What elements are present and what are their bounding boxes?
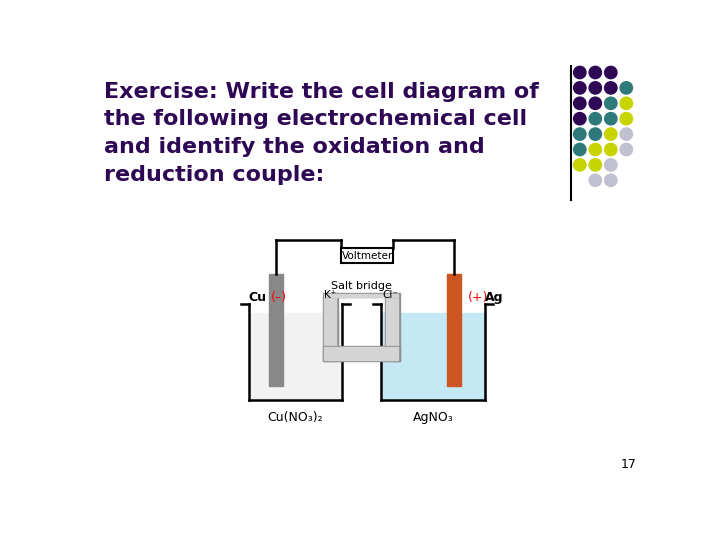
FancyBboxPatch shape: [341, 248, 393, 264]
Text: and identify the oxidation and: and identify the oxidation and: [104, 137, 485, 157]
Text: Voltmeter: Voltmeter: [341, 251, 392, 261]
Text: Cl⁻: Cl⁻: [382, 290, 398, 300]
Text: (+): (+): [467, 291, 488, 304]
Circle shape: [574, 97, 586, 110]
Text: 17: 17: [621, 458, 636, 471]
Circle shape: [605, 174, 617, 186]
Text: Exercise: Write the cell diagram of: Exercise: Write the cell diagram of: [104, 82, 539, 102]
Circle shape: [620, 82, 632, 94]
Bar: [323, 346, 400, 361]
Text: AgNO₃: AgNO₃: [413, 411, 454, 424]
Circle shape: [620, 128, 632, 140]
Circle shape: [605, 159, 617, 171]
Circle shape: [605, 66, 617, 79]
Bar: [324, 347, 398, 360]
Circle shape: [589, 112, 601, 125]
Circle shape: [605, 143, 617, 156]
Text: Cu(NO₃)₂: Cu(NO₃)₂: [268, 411, 323, 424]
Circle shape: [589, 174, 601, 186]
Text: the following electrochemical cell: the following electrochemical cell: [104, 110, 527, 130]
Circle shape: [605, 82, 617, 94]
Bar: [250, 313, 341, 399]
Circle shape: [574, 159, 586, 171]
Circle shape: [574, 143, 586, 156]
Circle shape: [574, 66, 586, 79]
Circle shape: [620, 143, 632, 156]
Circle shape: [589, 159, 601, 171]
Circle shape: [589, 66, 601, 79]
Circle shape: [589, 128, 601, 140]
Bar: [447, 274, 462, 386]
Text: Salt bridge: Salt bridge: [330, 281, 392, 291]
Bar: [324, 294, 398, 298]
Circle shape: [620, 112, 632, 125]
Circle shape: [620, 97, 632, 110]
Circle shape: [574, 112, 586, 125]
Text: reduction couple:: reduction couple:: [104, 165, 324, 185]
Text: Cu: Cu: [248, 291, 266, 304]
Bar: [323, 298, 338, 361]
Text: Ag: Ag: [485, 291, 503, 304]
Text: (–): (–): [271, 291, 287, 304]
Bar: [382, 313, 484, 399]
Bar: [386, 298, 398, 347]
Circle shape: [589, 82, 601, 94]
Circle shape: [574, 82, 586, 94]
Circle shape: [589, 143, 601, 156]
Circle shape: [574, 128, 586, 140]
Bar: [384, 298, 400, 361]
Circle shape: [605, 97, 617, 110]
Circle shape: [605, 112, 617, 125]
Bar: [269, 274, 283, 386]
Bar: [323, 293, 400, 298]
Circle shape: [605, 128, 617, 140]
Bar: [324, 298, 336, 347]
Text: K⁺: K⁺: [324, 290, 336, 300]
Circle shape: [589, 97, 601, 110]
